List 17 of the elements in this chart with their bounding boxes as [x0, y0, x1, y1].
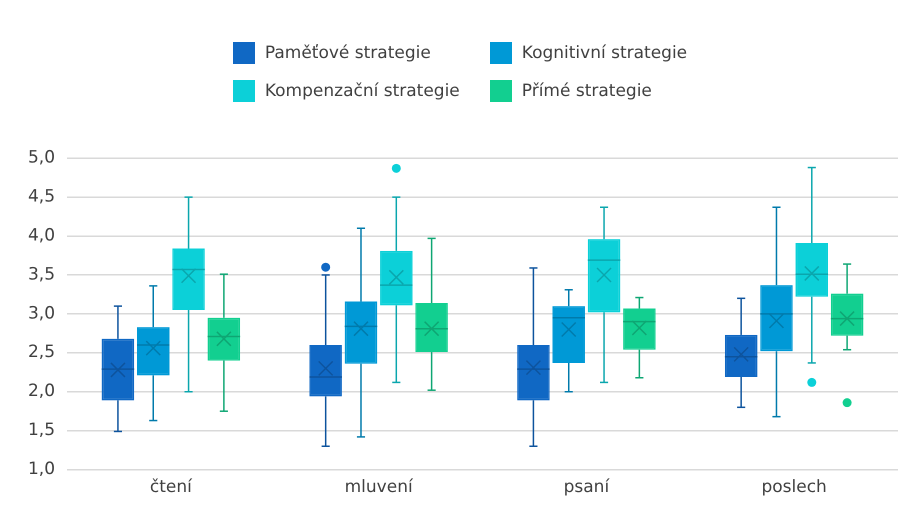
- x-tick-label: čtení: [150, 477, 194, 498]
- y-tick-label: 2,0: [28, 381, 56, 402]
- x-tick-label: psaní: [564, 477, 610, 498]
- y-tick-label: 4,0: [28, 225, 56, 246]
- y-tick-label: 5,0: [28, 148, 56, 168]
- y-tick-label: 1,0: [28, 459, 56, 480]
- x-tick-label: mluvení: [344, 477, 414, 498]
- legend-label: Kompenzační strategie: [264, 81, 460, 101]
- y-tick-label: 3,5: [28, 264, 56, 284]
- y-tick-label: 2,5: [28, 342, 56, 362]
- y-tick-label: 4,5: [28, 186, 56, 207]
- legend-label: Kognitivní strategie: [522, 43, 688, 63]
- y-tick-label: 1,5: [28, 420, 56, 440]
- y-tick-label: 3,0: [28, 303, 56, 324]
- legend-label: Přímé strategie: [522, 81, 652, 101]
- x-tick-label: poslech: [761, 477, 827, 498]
- legend-label: Paměťové strategie: [264, 43, 431, 63]
